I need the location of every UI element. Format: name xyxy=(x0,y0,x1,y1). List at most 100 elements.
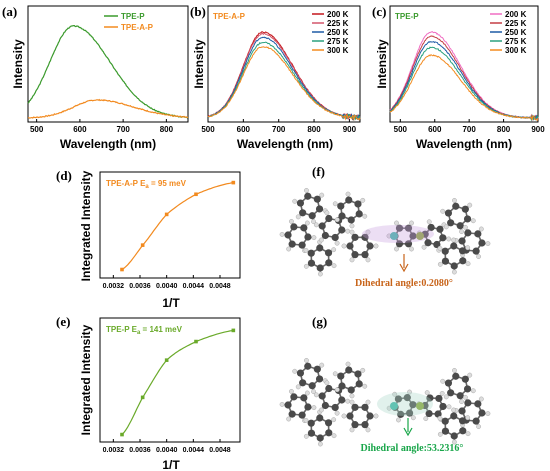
carbon-atom xyxy=(318,392,326,400)
hydrogen-atom xyxy=(440,378,446,384)
carbon-atom xyxy=(345,366,353,374)
hydrogen-atom xyxy=(470,218,476,224)
data-point-d-1 xyxy=(140,243,145,247)
x-tick-label-b: 900 xyxy=(343,125,357,134)
carbon-atom xyxy=(447,219,455,227)
x-tick-label-e: 0.0032 xyxy=(103,447,125,454)
ylabel-d: Integrated Intensity xyxy=(79,170,93,281)
hydrogen-atom xyxy=(446,236,452,242)
carbon-atom xyxy=(355,380,363,388)
carbon-atom xyxy=(325,259,333,267)
carbon-atom xyxy=(298,241,306,249)
activation-energy-d: TPE-A-P Ea = 95 meV xyxy=(106,179,187,190)
carbon-atom xyxy=(347,386,355,394)
carbon-atom xyxy=(315,205,324,213)
carbon-atom xyxy=(299,379,307,387)
carbon-atom xyxy=(331,403,339,412)
panel-label-d: (d) xyxy=(56,168,72,183)
nitrogen-atom xyxy=(416,232,424,240)
carbon-atom xyxy=(325,429,333,437)
carbon-atom xyxy=(474,400,482,408)
x-tick-label-a: 600 xyxy=(73,125,87,134)
hydrogen-atom xyxy=(345,228,351,234)
hydrogen-atom xyxy=(292,198,298,204)
legend-label-c-4: 300 K xyxy=(505,46,527,55)
x-tick-label-a: 500 xyxy=(30,125,44,134)
carbon-atom xyxy=(450,242,458,250)
fit-line-e xyxy=(121,329,234,436)
hydrogen-atom xyxy=(410,415,416,421)
x-tick-label-c: 600 xyxy=(428,125,442,134)
hydrogen-atom xyxy=(467,202,473,208)
hydrogen-atom xyxy=(437,415,443,421)
carbon-atom xyxy=(447,389,455,397)
activation-energy-e-subscript: a xyxy=(137,330,141,336)
hydrogen-atom xyxy=(365,257,371,263)
carbon-atom xyxy=(459,427,467,435)
carbon-atom xyxy=(308,212,316,220)
series-line-c-300K xyxy=(389,54,539,121)
hydrogen-atom xyxy=(295,214,301,220)
ylabel-c: Intensity xyxy=(375,39,389,89)
sample-tag-c: TPE-P xyxy=(395,12,419,21)
hydrogen-atom xyxy=(476,254,482,260)
carbon-atom xyxy=(313,195,321,203)
hydrogen-atom xyxy=(465,431,471,437)
dihedral-caption-g: Dihedral angle:53.2316° xyxy=(361,443,464,454)
carbon-atom xyxy=(346,242,354,250)
hydrogen-atom xyxy=(394,220,399,226)
panel-d: 1/T Integrated Intensity TPE-A-P Ea = 95… xyxy=(79,170,241,310)
hydrogen-atom xyxy=(303,263,309,269)
legend-label-c-1: 225 K xyxy=(505,19,527,28)
hydrogen-atom xyxy=(341,243,347,249)
carbon-atom xyxy=(351,421,359,429)
carbon-atom xyxy=(351,403,359,411)
carbon-atom xyxy=(338,226,346,234)
x-tick-label-c: 900 xyxy=(531,125,545,134)
hydrogen-atom xyxy=(303,417,309,423)
hydrogen-atom xyxy=(396,417,401,423)
carbon-atom xyxy=(434,410,442,418)
carbon-atom xyxy=(288,410,296,418)
panel-g-molecule: Dihedral angle:53.2316° xyxy=(279,357,491,454)
carbon-atom xyxy=(338,212,346,220)
hydrogen-atom xyxy=(292,368,298,374)
hydrogen-atom xyxy=(349,427,355,433)
hydrogen-atom xyxy=(304,187,309,193)
plot-frame-c xyxy=(389,5,539,123)
hydrogen-atom xyxy=(313,222,319,228)
carbon-atom xyxy=(456,392,464,400)
sample-tag-b: TPE-A-P xyxy=(213,12,246,21)
hydrogen-atom xyxy=(392,391,398,397)
carbon-atom xyxy=(404,240,413,248)
carbon-atom xyxy=(324,419,333,427)
carbon-atom xyxy=(464,399,472,407)
carbon-atom xyxy=(403,394,411,402)
hydrogen-atom xyxy=(360,367,366,373)
carbon-atom xyxy=(452,202,460,210)
carbon-atom xyxy=(397,410,405,418)
hydrogen-atom xyxy=(317,271,323,277)
hydrogen-atom xyxy=(452,367,457,373)
carbon-atom xyxy=(444,379,453,387)
nitrogen-atom xyxy=(390,402,398,410)
carbon-atom xyxy=(307,249,315,257)
carbon-atom xyxy=(395,240,404,248)
ylabel-a: Intensity xyxy=(11,39,25,89)
hydrogen-atom xyxy=(452,197,457,203)
hydrogen-atom xyxy=(437,431,443,437)
hydrogen-atom xyxy=(288,388,294,394)
carbon-atom xyxy=(394,395,403,403)
carbon-atom xyxy=(316,264,324,272)
hydrogen-atom xyxy=(465,415,471,421)
legend-label-c-3: 275 K xyxy=(505,37,527,46)
hydrogen-atom xyxy=(467,372,473,378)
hydrogen-atom xyxy=(311,389,316,395)
hydrogen-atom xyxy=(462,224,468,230)
carbon-atom xyxy=(284,231,292,239)
legend-label-c-2: 250 K xyxy=(505,28,527,37)
carbon-atom xyxy=(316,434,324,442)
hydrogen-atom xyxy=(295,384,301,390)
carbon-atom xyxy=(337,202,345,210)
